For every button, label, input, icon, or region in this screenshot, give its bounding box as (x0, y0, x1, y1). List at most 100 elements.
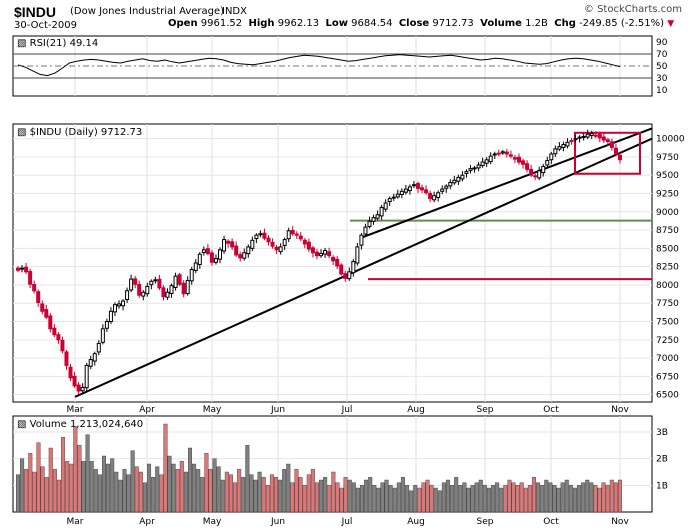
volume-bar (319, 479, 324, 513)
chg-label: Chg (554, 18, 576, 29)
candle-body (335, 258, 340, 267)
volume-bar (101, 455, 106, 513)
candle-body (440, 188, 445, 192)
candle-body (153, 279, 158, 282)
candle-body (104, 321, 109, 329)
volume-bar (253, 479, 258, 513)
volume-bar (544, 479, 549, 513)
candle-body (609, 141, 614, 148)
volume-bar (491, 485, 496, 513)
price-panel (12, 123, 653, 403)
candle-body (476, 164, 481, 169)
volume-bar (241, 477, 246, 513)
candle-body (32, 284, 37, 292)
candle-body (141, 291, 146, 297)
volume-bar (44, 477, 49, 513)
symbol: $INDU (14, 4, 57, 20)
candle-body (258, 233, 263, 236)
low-label: Low (325, 18, 348, 29)
candle-body (197, 253, 202, 265)
rsi-tick-label: 50 (656, 62, 668, 72)
volume-bar (142, 482, 147, 513)
price-month-label: Apr (139, 405, 155, 415)
volume-bar (511, 482, 516, 513)
volume-bar (118, 479, 123, 513)
high-value: 9962.13 (277, 18, 320, 29)
candle-body (541, 165, 546, 174)
candle-body (597, 133, 602, 139)
price-month-label: Jul (341, 405, 353, 415)
volume-bar (224, 471, 229, 513)
price-month-label: Jun (270, 405, 285, 415)
price-tick-label: 7750 (656, 299, 679, 309)
candle-body (76, 384, 81, 392)
volume-bar (388, 485, 393, 513)
candle-body (266, 237, 271, 243)
volume-bar (323, 477, 328, 513)
volume-bar (609, 479, 614, 513)
candle-body (618, 154, 622, 161)
volume-bar (20, 458, 25, 513)
candle-body (379, 206, 384, 217)
volume-value: 1.2B (525, 18, 548, 29)
volume-bar (384, 479, 389, 513)
candle-body (278, 246, 283, 253)
volume-bar (265, 485, 270, 513)
candle-body (16, 267, 20, 271)
price-month-label: Nov (611, 405, 629, 415)
volume-bar (171, 463, 176, 513)
volume-bar (122, 469, 127, 513)
candle-body (343, 273, 348, 279)
volume-bar (77, 445, 82, 513)
volume-bar (278, 479, 283, 513)
volume-bar (200, 477, 205, 513)
candle-body (230, 241, 235, 248)
high-label: High (248, 18, 275, 29)
volume-bar (564, 479, 569, 513)
candle-body (500, 151, 505, 154)
volume-bar (372, 485, 377, 513)
candle-body (149, 280, 154, 286)
candle-body (347, 271, 352, 280)
volume-bar (298, 477, 303, 513)
candle-body (112, 304, 117, 313)
candle-body (298, 235, 303, 240)
volume-bar (290, 482, 295, 513)
candle-body (492, 153, 497, 156)
volume-bar (327, 485, 332, 513)
candle-body (60, 339, 65, 352)
candle-body (391, 196, 396, 199)
volume-bar (499, 487, 504, 513)
volume-bar (572, 487, 577, 513)
volume-bar (593, 485, 598, 513)
candle-body (327, 251, 332, 257)
volume-bar (425, 479, 430, 513)
candle-body (137, 284, 142, 296)
candle-body (472, 167, 477, 170)
volume-bar (282, 469, 287, 513)
trendline-upper (361, 127, 653, 239)
candle-body (238, 254, 243, 259)
candle-body (213, 258, 218, 263)
candle-body (48, 315, 53, 330)
volume-bar (114, 471, 119, 513)
candle-body (274, 246, 279, 251)
candle-body (561, 143, 566, 149)
candle-body (173, 275, 178, 288)
candle-body (387, 198, 392, 203)
volume-bar (216, 466, 221, 513)
candle-body (314, 251, 319, 257)
candle-body (456, 176, 461, 182)
candle-body (254, 234, 259, 240)
volume-bar (605, 485, 610, 513)
volume-bar (405, 485, 410, 513)
volume-bar (36, 442, 41, 513)
candle-body (262, 232, 267, 239)
candle-body (129, 278, 134, 291)
candle-body (549, 153, 554, 161)
volume-bar (503, 485, 508, 513)
candle-body (52, 327, 57, 336)
volume-bar (306, 474, 311, 513)
price-tick-label: 8500 (656, 244, 679, 254)
